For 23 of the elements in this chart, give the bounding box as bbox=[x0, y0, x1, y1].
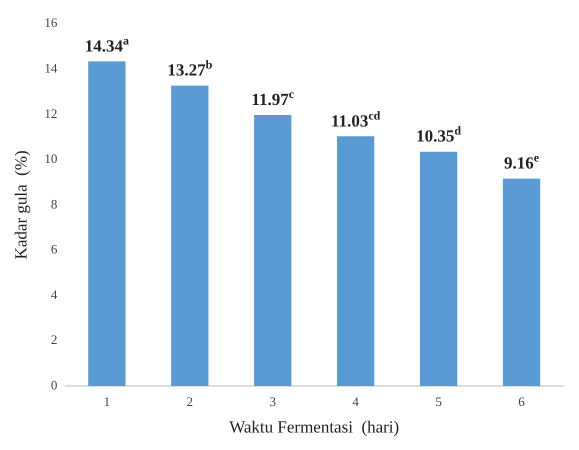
y-tick-label: 2 bbox=[50, 332, 58, 348]
bar bbox=[254, 115, 292, 386]
y-tick-label: 10 bbox=[44, 151, 58, 166]
bar bbox=[337, 136, 374, 386]
x-axis-title: Waktu Fermentasi (hari) bbox=[229, 417, 400, 436]
x-tick-label: 4 bbox=[352, 394, 360, 410]
x-tick-label: 2 bbox=[186, 394, 194, 410]
y-tick-label: 6 bbox=[50, 242, 58, 257]
bar bbox=[171, 86, 208, 386]
bar bbox=[88, 61, 126, 386]
y-tick-label: 4 bbox=[50, 286, 58, 302]
y-tick-label: 14 bbox=[44, 60, 58, 76]
y-tick-label: 16 bbox=[44, 15, 58, 30]
y-tick-label: 12 bbox=[44, 106, 58, 121]
y-tick-label: 0 bbox=[50, 377, 58, 392]
y-tick-label: 8 bbox=[50, 196, 58, 212]
x-tick-label: 5 bbox=[435, 394, 442, 410]
y-axis-title: Kadar gula (%) bbox=[12, 150, 31, 260]
x-tick-label: 1 bbox=[104, 394, 110, 410]
bar bbox=[502, 178, 540, 386]
x-tick-label: 6 bbox=[518, 394, 526, 410]
x-tick-label: 3 bbox=[269, 394, 276, 410]
bar bbox=[420, 152, 458, 386]
